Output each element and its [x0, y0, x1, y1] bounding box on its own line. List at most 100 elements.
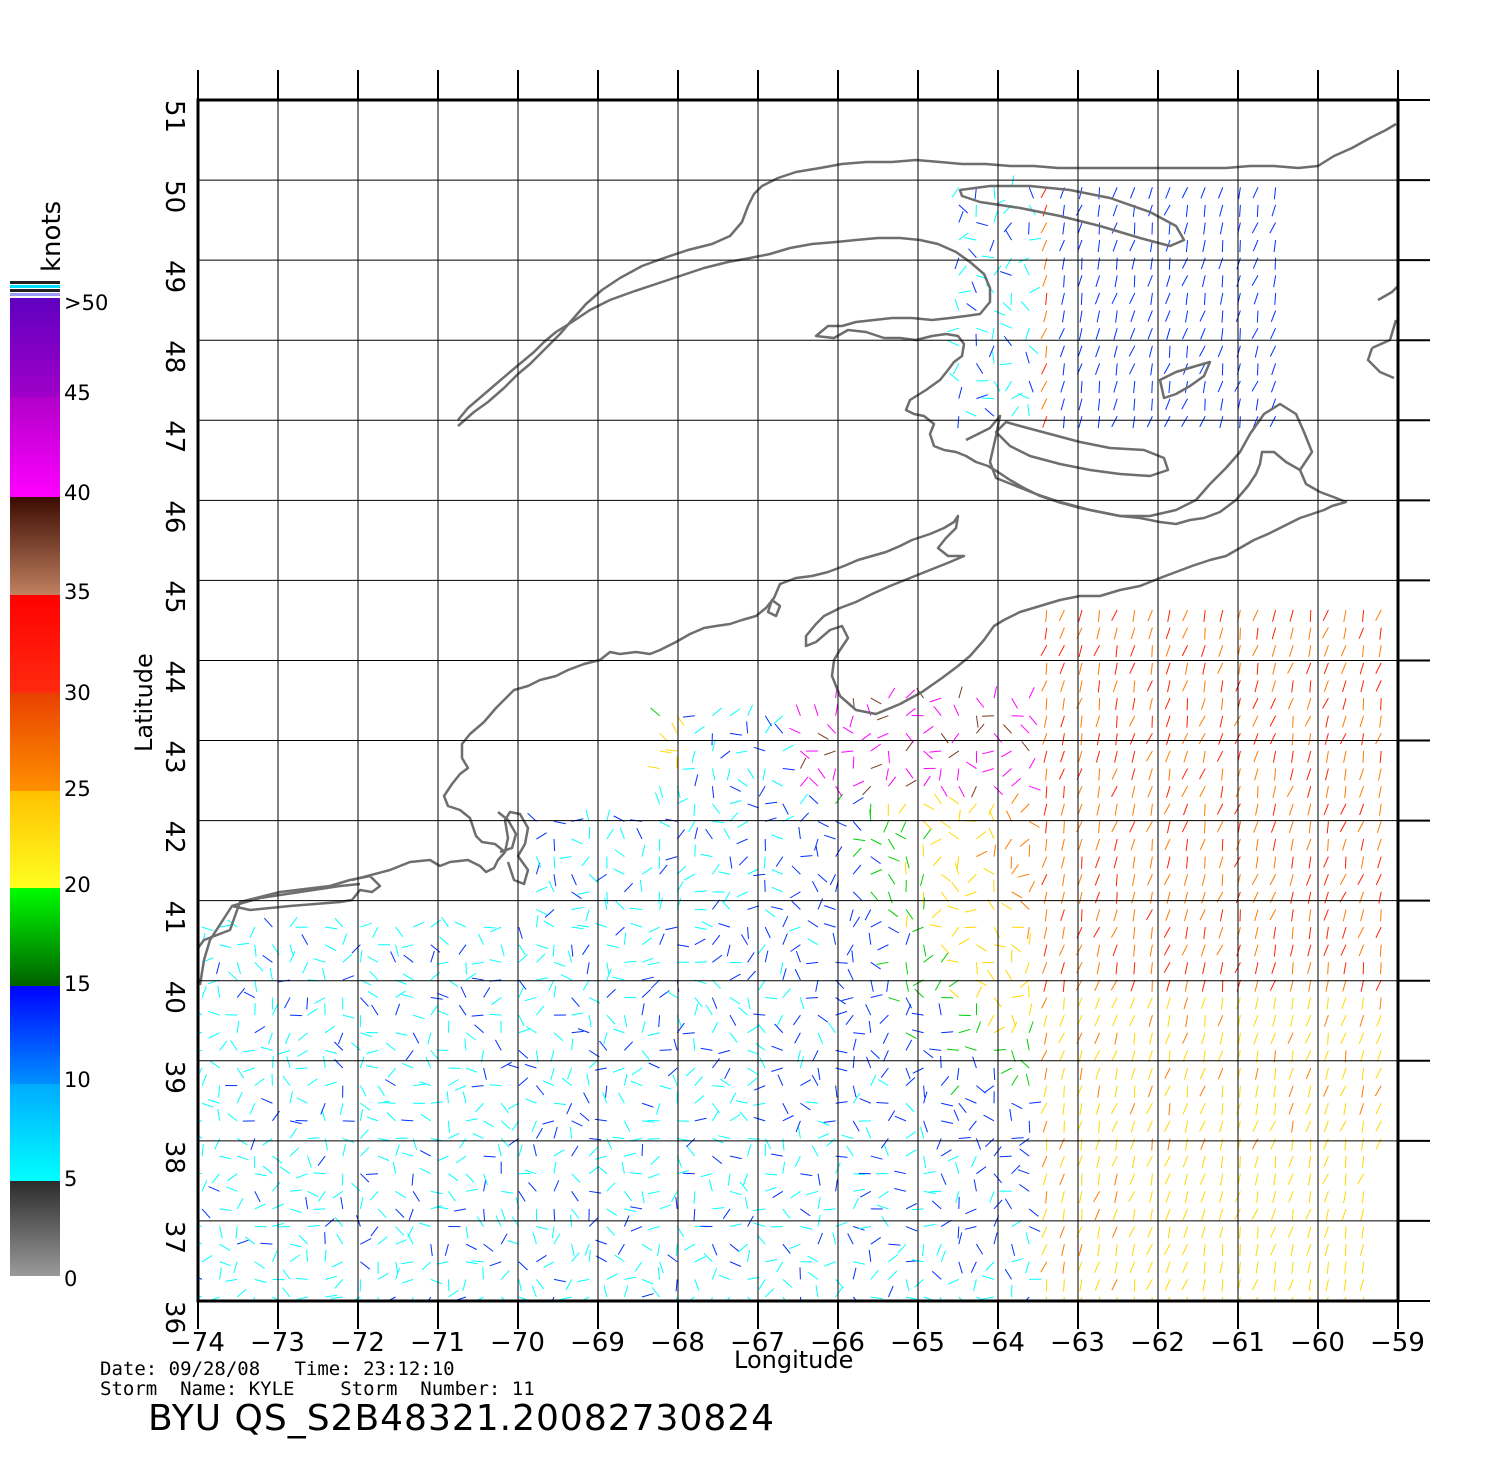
wind-barb — [395, 1190, 407, 1199]
wind-barb — [658, 891, 661, 904]
wind-barb — [1166, 821, 1171, 834]
wind-barb — [623, 1015, 628, 1027]
wind-barb — [1288, 1067, 1294, 1080]
wind-barb — [1377, 856, 1382, 869]
wind-barb — [897, 1243, 907, 1254]
wind-barb — [1017, 1169, 1030, 1175]
wind-barb — [1256, 310, 1259, 323]
wind-barb — [588, 1147, 598, 1157]
wind-barb — [782, 803, 789, 815]
wind-barb — [860, 1190, 872, 1198]
wind-barb — [1115, 1067, 1118, 1080]
wind-barb — [1238, 1032, 1241, 1045]
wind-barb — [946, 959, 959, 963]
wind-barb — [852, 864, 862, 875]
wind-barb — [460, 986, 467, 998]
wind-barb — [1344, 1226, 1347, 1239]
wind-barb — [1113, 380, 1118, 393]
wind-barb — [436, 1206, 449, 1210]
wind-barb — [1342, 926, 1347, 939]
wind-barb — [360, 1032, 372, 1038]
wind-barb — [1147, 310, 1153, 322]
wind-barb — [571, 997, 580, 1008]
wind-barb — [1011, 1014, 1017, 1027]
wind-barb — [1079, 310, 1083, 323]
wind-barb — [395, 990, 406, 998]
wind-barb — [711, 1110, 720, 1122]
wind-barb — [1078, 1244, 1083, 1256]
wind-barb — [465, 1032, 476, 1041]
wind-barb — [1325, 715, 1329, 728]
wind-barb — [650, 1155, 660, 1165]
wind-barb — [1361, 733, 1365, 746]
wind-barb — [940, 733, 949, 744]
wind-barb — [1011, 777, 1022, 787]
wind-barb — [471, 1260, 484, 1263]
wind-barb — [814, 838, 819, 851]
wind-barb — [1375, 680, 1382, 692]
wind-barb — [835, 979, 845, 990]
wind-barb — [807, 920, 819, 928]
wind-barb — [1095, 838, 1101, 851]
wind-barb — [359, 1108, 364, 1121]
wind-barb — [991, 328, 995, 341]
colorbar-label-40: 40 — [64, 481, 91, 505]
wind-barb — [606, 968, 612, 981]
wind-barb — [1165, 1261, 1171, 1274]
wind-barb — [964, 237, 977, 241]
wind-barb — [870, 763, 883, 770]
wind-barb — [1128, 715, 1136, 727]
wind-barb — [914, 1279, 924, 1288]
wind-barb — [1129, 821, 1136, 833]
wind-barb — [1375, 1120, 1382, 1132]
wind-barb — [1080, 381, 1083, 394]
wind-barb — [974, 187, 977, 200]
wind-barb — [1181, 398, 1189, 410]
wind-barb — [252, 1296, 256, 1301]
wind-barb — [219, 1261, 232, 1267]
wind-barb — [881, 1216, 889, 1227]
wind-barb — [1095, 363, 1101, 375]
wind-barb — [882, 1032, 889, 1044]
wind-barb — [1011, 1102, 1023, 1110]
wind-barb — [1097, 257, 1101, 270]
wind-barb — [1148, 187, 1153, 199]
wind-barb — [1115, 1244, 1118, 1257]
wind-barb — [940, 891, 949, 902]
wind-barb — [1360, 979, 1365, 992]
wind-barb — [1309, 680, 1312, 693]
wind-barb — [1059, 1014, 1065, 1027]
wind-barb — [729, 973, 741, 981]
wind-barb — [1203, 927, 1206, 940]
wind-barb — [1061, 838, 1065, 851]
wind-barb — [586, 1073, 590, 1086]
wind-barb — [1269, 874, 1277, 886]
wind-barb — [972, 1056, 977, 1069]
wind-barb — [1060, 380, 1065, 393]
wind-barb — [1375, 662, 1382, 674]
colorbar: >50 45 40 35 30 25 20 15 10 5 0 knots — [10, 201, 108, 1291]
wind-barb — [405, 1050, 414, 1061]
wind-barb — [805, 997, 819, 999]
wind-barb — [1185, 204, 1189, 217]
wind-barb — [1020, 803, 1030, 813]
wind-barb — [447, 1020, 450, 1033]
wind-barb — [1133, 680, 1136, 693]
wind-barb — [641, 1191, 645, 1204]
wind-barb — [923, 1223, 936, 1228]
wind-barb — [1289, 768, 1294, 781]
wind-barb — [650, 707, 660, 717]
wind-barb — [1291, 856, 1294, 869]
colorbar-label-20: 20 — [64, 873, 91, 897]
colorbar-unit-label: knots — [37, 201, 67, 272]
wind-barb — [1291, 1208, 1294, 1221]
wind-barb — [1149, 697, 1153, 710]
wind-barb — [1145, 750, 1153, 762]
wind-barb — [1253, 750, 1259, 763]
wind-barb — [518, 1261, 528, 1271]
wind-barb — [1148, 768, 1153, 781]
wind-barb — [1219, 1261, 1224, 1274]
wind-barb — [1254, 1155, 1259, 1168]
wind-barb — [968, 803, 977, 814]
wind-barb — [1219, 222, 1224, 235]
